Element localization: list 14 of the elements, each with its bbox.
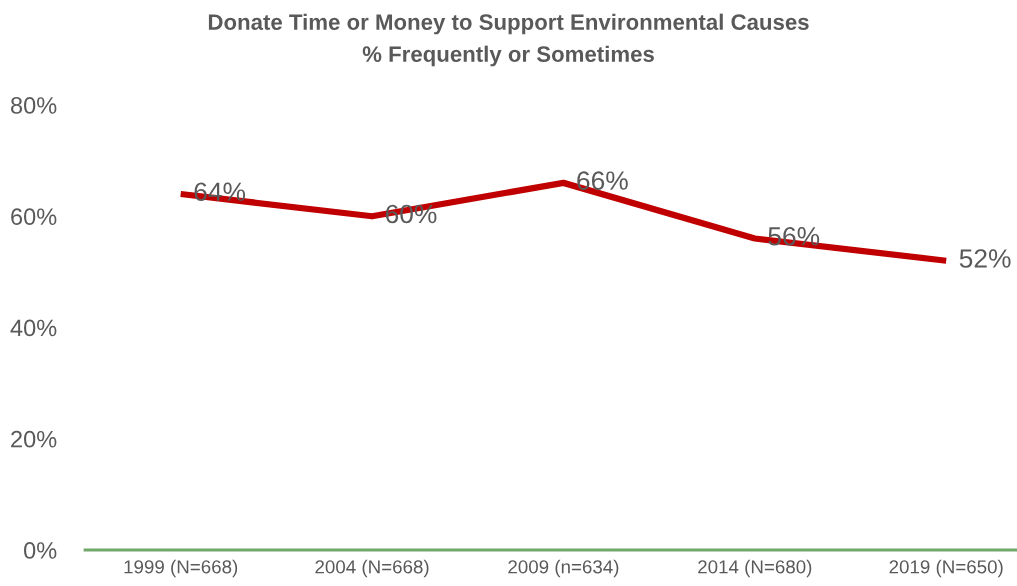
y-tick-label: 40% [10, 319, 57, 337]
chart-title: Donate Time or Money to Support Environmental Causes [208, 13, 809, 35]
x-tick-label: 2009 (n=634) [508, 559, 619, 578]
data-label: 52% [959, 249, 1011, 268]
y-tick-label: 20% [11, 430, 57, 448]
x-tick-label: 2014 (N=680) [698, 559, 812, 578]
y-tick-label: 80% [10, 97, 57, 114]
x-tick-label: 2004 (N=668) [315, 559, 429, 578]
x-tick-label: 2019 (N=650) [889, 559, 1003, 578]
y-tick-label: 60% [11, 208, 57, 226]
y-tick-label: 0% [24, 542, 57, 559]
data-label: 66% [577, 171, 628, 190]
chart-subtitle: % Frequently or Sometimes [362, 45, 654, 67]
x-tick-label: 1999 (N=668) [124, 559, 238, 578]
